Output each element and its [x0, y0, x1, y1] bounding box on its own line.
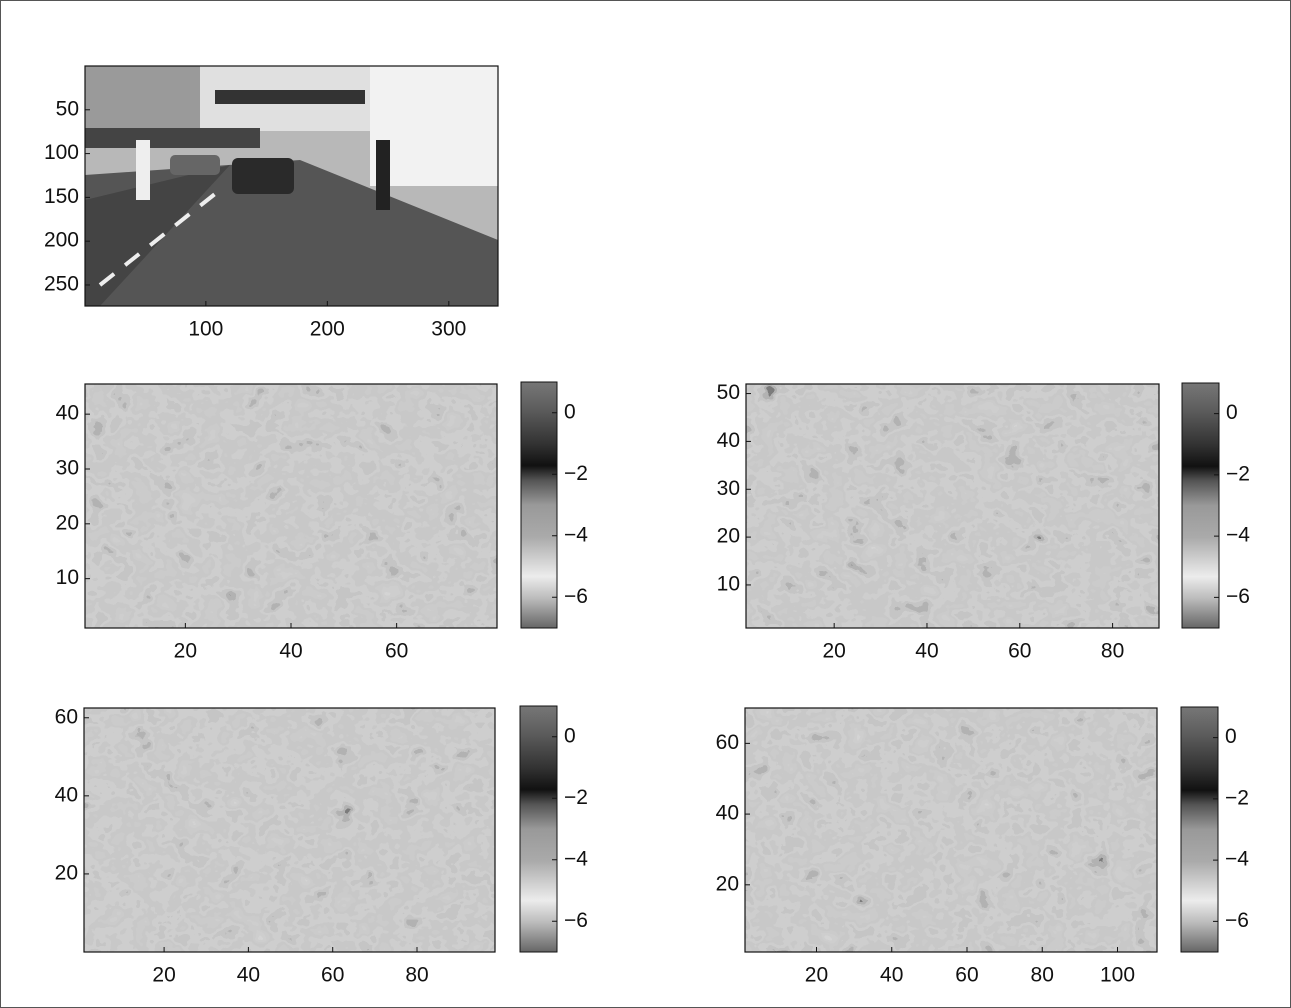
y-tick-label: 20 — [56, 511, 79, 534]
y-tick-label: 150 — [44, 185, 79, 208]
x-tick-label: 80 — [1031, 964, 1054, 987]
x-tick-label: 60 — [955, 964, 978, 987]
y-tick-label: 40 — [717, 429, 740, 452]
y-tick-label: 200 — [44, 229, 79, 252]
x-tick-label: 20 — [822, 640, 845, 663]
colorbar — [1180, 706, 1219, 953]
x-tick-label: 40 — [237, 964, 260, 987]
y-tick-label: 60 — [55, 705, 78, 728]
y-tick-label: 30 — [56, 457, 79, 480]
y-tick-label: 20 — [55, 861, 78, 884]
axes-box — [83, 707, 496, 953]
y-tick-label: 50 — [56, 97, 79, 120]
contour-field — [84, 708, 495, 952]
colorbar-tick-label: −4 — [564, 523, 588, 546]
x-tick-label: 20 — [805, 964, 828, 987]
colorbar-tick-label: 0 — [1226, 401, 1238, 424]
y-tick-label: 60 — [716, 731, 739, 754]
contour-field — [745, 708, 1157, 952]
x-tick-label: 20 — [174, 640, 197, 663]
axes-box — [84, 65, 499, 307]
street-photo — [85, 66, 498, 306]
colorbar-tick-label: −2 — [1225, 786, 1249, 809]
colorbar — [519, 705, 558, 953]
colorbar-tick-label: 0 — [1225, 725, 1237, 748]
y-tick-label: 40 — [55, 783, 78, 806]
x-tick-label: 40 — [880, 964, 903, 987]
y-tick-label: 30 — [717, 477, 740, 500]
x-tick-label: 20 — [152, 964, 175, 987]
x-tick-label: 60 — [385, 640, 408, 663]
x-tick-label: 80 — [405, 964, 428, 987]
x-tick-label: 300 — [431, 318, 466, 341]
y-tick-label: 20 — [716, 872, 739, 895]
x-tick-label: 40 — [279, 640, 302, 663]
colorbar-tick-label: −6 — [1225, 909, 1249, 932]
axes-box — [744, 707, 1158, 953]
colorbar — [1181, 382, 1220, 629]
y-tick-label: 50 — [717, 381, 740, 404]
colorbar-tick-label: −4 — [1226, 524, 1250, 547]
x-tick-label: 200 — [310, 318, 345, 341]
colorbar-tick-label: −6 — [564, 585, 588, 608]
x-tick-label: 60 — [1008, 640, 1031, 663]
colorbar-tick-label: −2 — [564, 786, 588, 809]
colorbar-tick-label: −6 — [1226, 585, 1250, 608]
x-tick-label: 40 — [915, 640, 938, 663]
colorbar-tick-label: −4 — [1225, 848, 1249, 871]
colorbar-tick-label: −4 — [564, 847, 588, 870]
colorbar-tick-label: −2 — [564, 462, 588, 485]
axes-box — [745, 383, 1160, 629]
x-tick-label: 100 — [188, 318, 223, 341]
y-tick-label: 20 — [717, 525, 740, 548]
y-tick-label: 250 — [44, 273, 79, 296]
y-tick-label: 10 — [56, 566, 79, 589]
colorbar — [520, 381, 558, 629]
y-tick-label: 100 — [44, 141, 79, 164]
x-tick-label: 60 — [321, 964, 344, 987]
colorbar-tick-label: 0 — [564, 724, 576, 747]
y-tick-label: 10 — [717, 572, 740, 595]
contour-field — [85, 384, 497, 628]
colorbar-tick-label: −2 — [1226, 462, 1250, 485]
contour-field — [746, 384, 1159, 628]
colorbar-tick-label: 0 — [564, 400, 576, 423]
x-tick-label: 100 — [1100, 964, 1135, 987]
y-tick-label: 40 — [56, 402, 79, 425]
colorbar-tick-label: −6 — [564, 909, 588, 932]
x-tick-label: 80 — [1101, 640, 1124, 663]
y-tick-label: 40 — [716, 802, 739, 825]
